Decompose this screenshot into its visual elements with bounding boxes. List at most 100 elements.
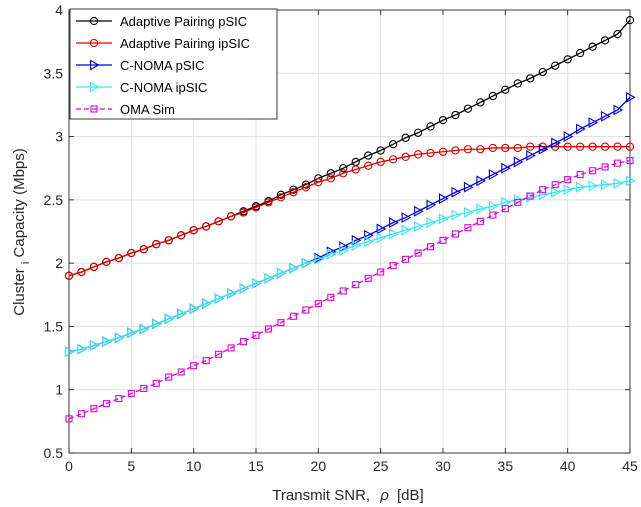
- data-point: [501, 196, 511, 208]
- data-point: [164, 236, 173, 245]
- data-point: [476, 98, 485, 107]
- data-point: [563, 55, 572, 64]
- data-point: [115, 395, 123, 403]
- data-point: [501, 205, 509, 213]
- x-axis-label-unit: [dB]: [397, 487, 424, 504]
- data-point: [438, 213, 449, 225]
- data-point: [476, 175, 487, 187]
- data-point: [576, 123, 586, 135]
- data-point: [364, 229, 374, 241]
- legend-label-oma-sim: OMA Sim: [120, 102, 175, 117]
- legend-label-adaptive-pairing-ipsic: Adaptive Pairing ipSIC: [120, 36, 250, 51]
- data-point: [102, 257, 111, 267]
- data-point: [551, 181, 559, 189]
- data-point: [401, 212, 412, 224]
- data-point: [575, 48, 585, 58]
- data-point: [289, 188, 298, 197]
- data-point: [625, 15, 635, 25]
- data-point: [488, 200, 499, 212]
- x-tick-label: 45: [622, 458, 638, 474]
- y-tick-label: 4: [55, 2, 63, 18]
- x-axis-label-main: Transmit SNR,: [272, 487, 370, 504]
- data-point: [613, 142, 622, 151]
- data-point: [152, 240, 161, 249]
- data-point: [127, 248, 136, 258]
- data-point: [64, 271, 74, 280]
- data-point: [438, 147, 448, 156]
- data-point: [314, 253, 324, 265]
- y-axis-label: Cluster i Capacity (Mbps): [11, 148, 33, 316]
- data-point: [388, 140, 398, 149]
- data-point: [576, 170, 584, 179]
- data-point: [588, 117, 599, 129]
- data-point: [600, 36, 610, 45]
- data-point: [239, 208, 248, 217]
- data-point: [239, 338, 248, 346]
- data-point: [401, 152, 410, 161]
- data-point: [376, 146, 385, 155]
- data-point: [389, 217, 399, 229]
- data-point: [364, 151, 373, 160]
- data-point: [339, 245, 349, 256]
- data-point: [77, 267, 86, 277]
- data-point: [426, 217, 437, 229]
- data-point: [364, 236, 374, 248]
- data-point: [414, 205, 424, 217]
- x-tick-label: 40: [560, 458, 576, 474]
- data-point: [426, 199, 437, 211]
- legend-swatch-marker-oma-sim: [90, 105, 98, 113]
- data-point: [189, 226, 198, 235]
- data-point: [226, 212, 236, 221]
- data-point: [551, 186, 561, 198]
- x-tick-label: 20: [311, 458, 327, 474]
- data-point: [276, 267, 287, 279]
- data-point: [339, 287, 347, 295]
- data-point: [389, 228, 399, 240]
- data-point: [202, 298, 212, 310]
- data-point: [252, 331, 260, 339]
- data-point: [451, 230, 460, 238]
- data-point: [364, 161, 373, 170]
- data-point: [177, 231, 186, 240]
- data-point: [438, 193, 449, 205]
- data-point: [538, 143, 549, 155]
- data-point: [164, 313, 175, 325]
- data-point: [551, 61, 560, 70]
- data-point: [488, 169, 499, 180]
- data-point: [264, 325, 273, 333]
- data-point: [613, 104, 624, 116]
- data-point: [127, 327, 137, 339]
- data-point: [152, 379, 160, 387]
- data-point: [426, 243, 435, 251]
- data-point: [127, 389, 135, 398]
- data-point: [389, 262, 397, 270]
- data-point: [364, 274, 372, 282]
- data-point: [201, 222, 211, 231]
- data-point: [501, 85, 510, 94]
- data-point: [538, 67, 547, 77]
- x-tick-label: 35: [498, 458, 514, 474]
- legend-label-c-noma-psic: C-NOMA pSIC: [120, 58, 205, 73]
- data-point: [214, 217, 223, 226]
- data-point: [476, 217, 484, 225]
- data-point: [177, 368, 185, 376]
- data-point: [564, 176, 572, 184]
- x-axis-label: Transmit SNR, ρ [dB]: [272, 487, 423, 504]
- data-point: [214, 293, 225, 305]
- data-point: [576, 181, 586, 193]
- data-point: [513, 156, 524, 168]
- data-point: [625, 91, 636, 103]
- data-point: [215, 350, 223, 358]
- data-point: [463, 207, 474, 218]
- data-point: [301, 183, 311, 192]
- data-point: [625, 142, 635, 151]
- data-point: [102, 400, 110, 408]
- data-point: [625, 175, 636, 187]
- data-point: [426, 122, 435, 131]
- data-point: [464, 224, 472, 232]
- data-point: [401, 224, 412, 236]
- legend-box: [69, 8, 278, 120]
- data-point: [276, 193, 286, 202]
- data-point: [588, 142, 597, 151]
- data-point: [413, 128, 423, 137]
